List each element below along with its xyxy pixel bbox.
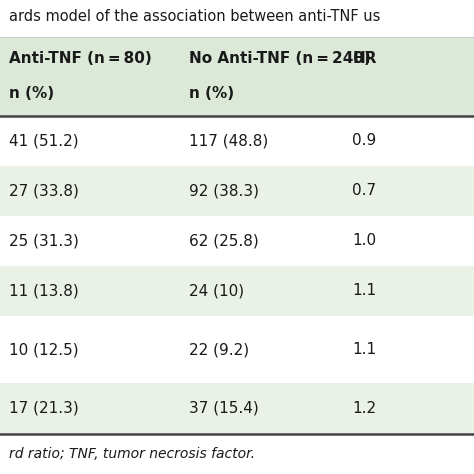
Text: n (%): n (%) — [9, 86, 54, 101]
Text: 1.1: 1.1 — [352, 283, 376, 299]
Text: 37 (15.4): 37 (15.4) — [189, 401, 258, 416]
Text: 41 (51.2): 41 (51.2) — [9, 133, 78, 148]
Text: 27 (33.8): 27 (33.8) — [9, 183, 78, 198]
Text: rd ratio; TNF, tumor necrosis factor.: rd ratio; TNF, tumor necrosis factor. — [9, 447, 255, 461]
Text: 22 (9.2): 22 (9.2) — [189, 342, 249, 357]
Text: ards model of the association between anti-TNF us: ards model of the association between an… — [9, 9, 380, 24]
Bar — [0, 266, 474, 316]
Text: 1.1: 1.1 — [352, 342, 376, 357]
Text: 117 (48.8): 117 (48.8) — [189, 133, 268, 148]
Text: 24 (10): 24 (10) — [189, 283, 244, 299]
Bar — [0, 434, 474, 474]
Text: 1.0: 1.0 — [352, 233, 376, 248]
Text: No Anti-TNF (n = 240): No Anti-TNF (n = 240) — [189, 51, 371, 66]
Bar — [0, 116, 474, 166]
Text: n (%): n (%) — [189, 86, 234, 101]
Bar — [0, 383, 474, 434]
Text: 10 (12.5): 10 (12.5) — [9, 342, 78, 357]
Text: 25 (31.3): 25 (31.3) — [9, 233, 78, 248]
Text: 62 (25.8): 62 (25.8) — [189, 233, 258, 248]
Text: 17 (21.3): 17 (21.3) — [9, 401, 78, 416]
Text: 0.7: 0.7 — [352, 183, 376, 198]
Text: 11 (13.8): 11 (13.8) — [9, 283, 78, 299]
Bar — [0, 166, 474, 216]
Text: Anti-TNF (n = 80): Anti-TNF (n = 80) — [9, 51, 151, 66]
Bar — [0, 316, 474, 383]
Text: HR: HR — [352, 51, 377, 66]
Bar — [0, 36, 474, 116]
Bar — [0, 216, 474, 266]
Text: 0.9: 0.9 — [352, 133, 376, 148]
Bar — [0, 0, 474, 36]
Text: 92 (38.3): 92 (38.3) — [189, 183, 259, 198]
Text: 1.2: 1.2 — [352, 401, 376, 416]
